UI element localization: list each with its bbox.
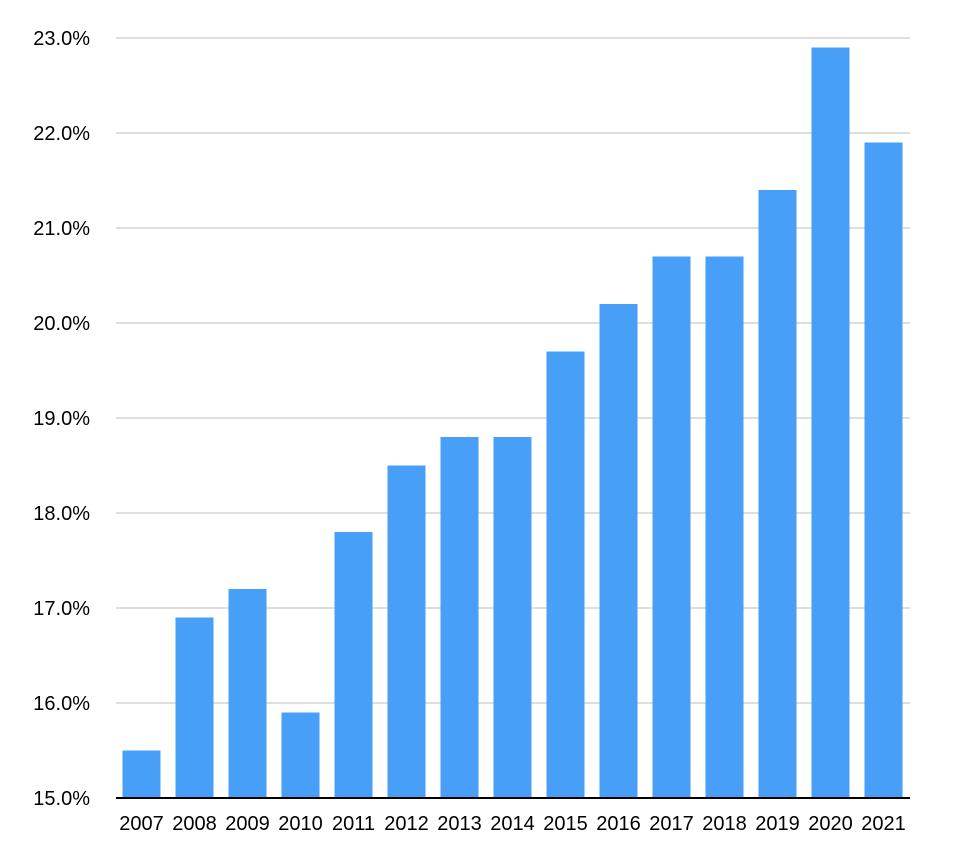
y-tick-label: 23.0% (33, 28, 90, 50)
x-tick-label: 2012 (384, 813, 429, 835)
y-tick-label: 17.0% (33, 598, 90, 620)
bar-2010 (281, 712, 320, 798)
bar-2021 (864, 142, 903, 798)
bar-2019 (758, 190, 797, 798)
bar-2012 (387, 465, 426, 798)
bar-2016 (599, 304, 638, 798)
y-tick-label: 19.0% (33, 408, 90, 430)
bar-2020 (811, 47, 850, 798)
y-tick-labels: 15.0% 16.0% 17.0% 18.0% 19.0% 20.0% 21.0% 22.0%… (33, 28, 90, 810)
x-tick-labels: 2007 2008 2009 2010 2011 2012 2013 2014 2015 2016… (119, 813, 906, 835)
x-tick-label: 2020 (808, 813, 853, 835)
x-tick-label: 2014 (490, 813, 535, 835)
bar-2017 (652, 256, 691, 798)
x-tick-label: 2010 (278, 813, 323, 835)
x-tick-label: 2009 (225, 813, 270, 835)
bar-2008 (175, 617, 214, 798)
x-tick-label: 2018 (702, 813, 747, 835)
x-tick-label: 2008 (172, 813, 217, 835)
y-tick-label: 18.0% (33, 503, 90, 525)
x-tick-label: 2015 (543, 813, 588, 835)
bar-2014 (493, 437, 532, 798)
y-tick-label: 20.0% (33, 313, 90, 335)
bar-2018 (705, 256, 744, 798)
x-tick-label: 2013 (437, 813, 482, 835)
bars (122, 47, 903, 798)
y-tick-label: 21.0% (33, 218, 90, 240)
x-tick-label: 2011 (332, 813, 375, 835)
bar-2013 (440, 437, 479, 798)
bar-2015 (546, 351, 585, 798)
bar-2009 (228, 589, 267, 798)
y-tick-label: 15.0% (33, 788, 90, 810)
x-tick-label: 2021 (861, 813, 906, 835)
x-tick-label: 2016 (596, 813, 641, 835)
bar-2011 (334, 532, 373, 798)
x-tick-label: 2007 (119, 813, 164, 835)
y-tick-label: 16.0% (33, 693, 90, 715)
bar-2007 (122, 750, 161, 798)
x-tick-label: 2017 (649, 813, 694, 835)
x-tick-label: 2019 (755, 813, 800, 835)
y-tick-label: 22.0% (33, 123, 90, 145)
